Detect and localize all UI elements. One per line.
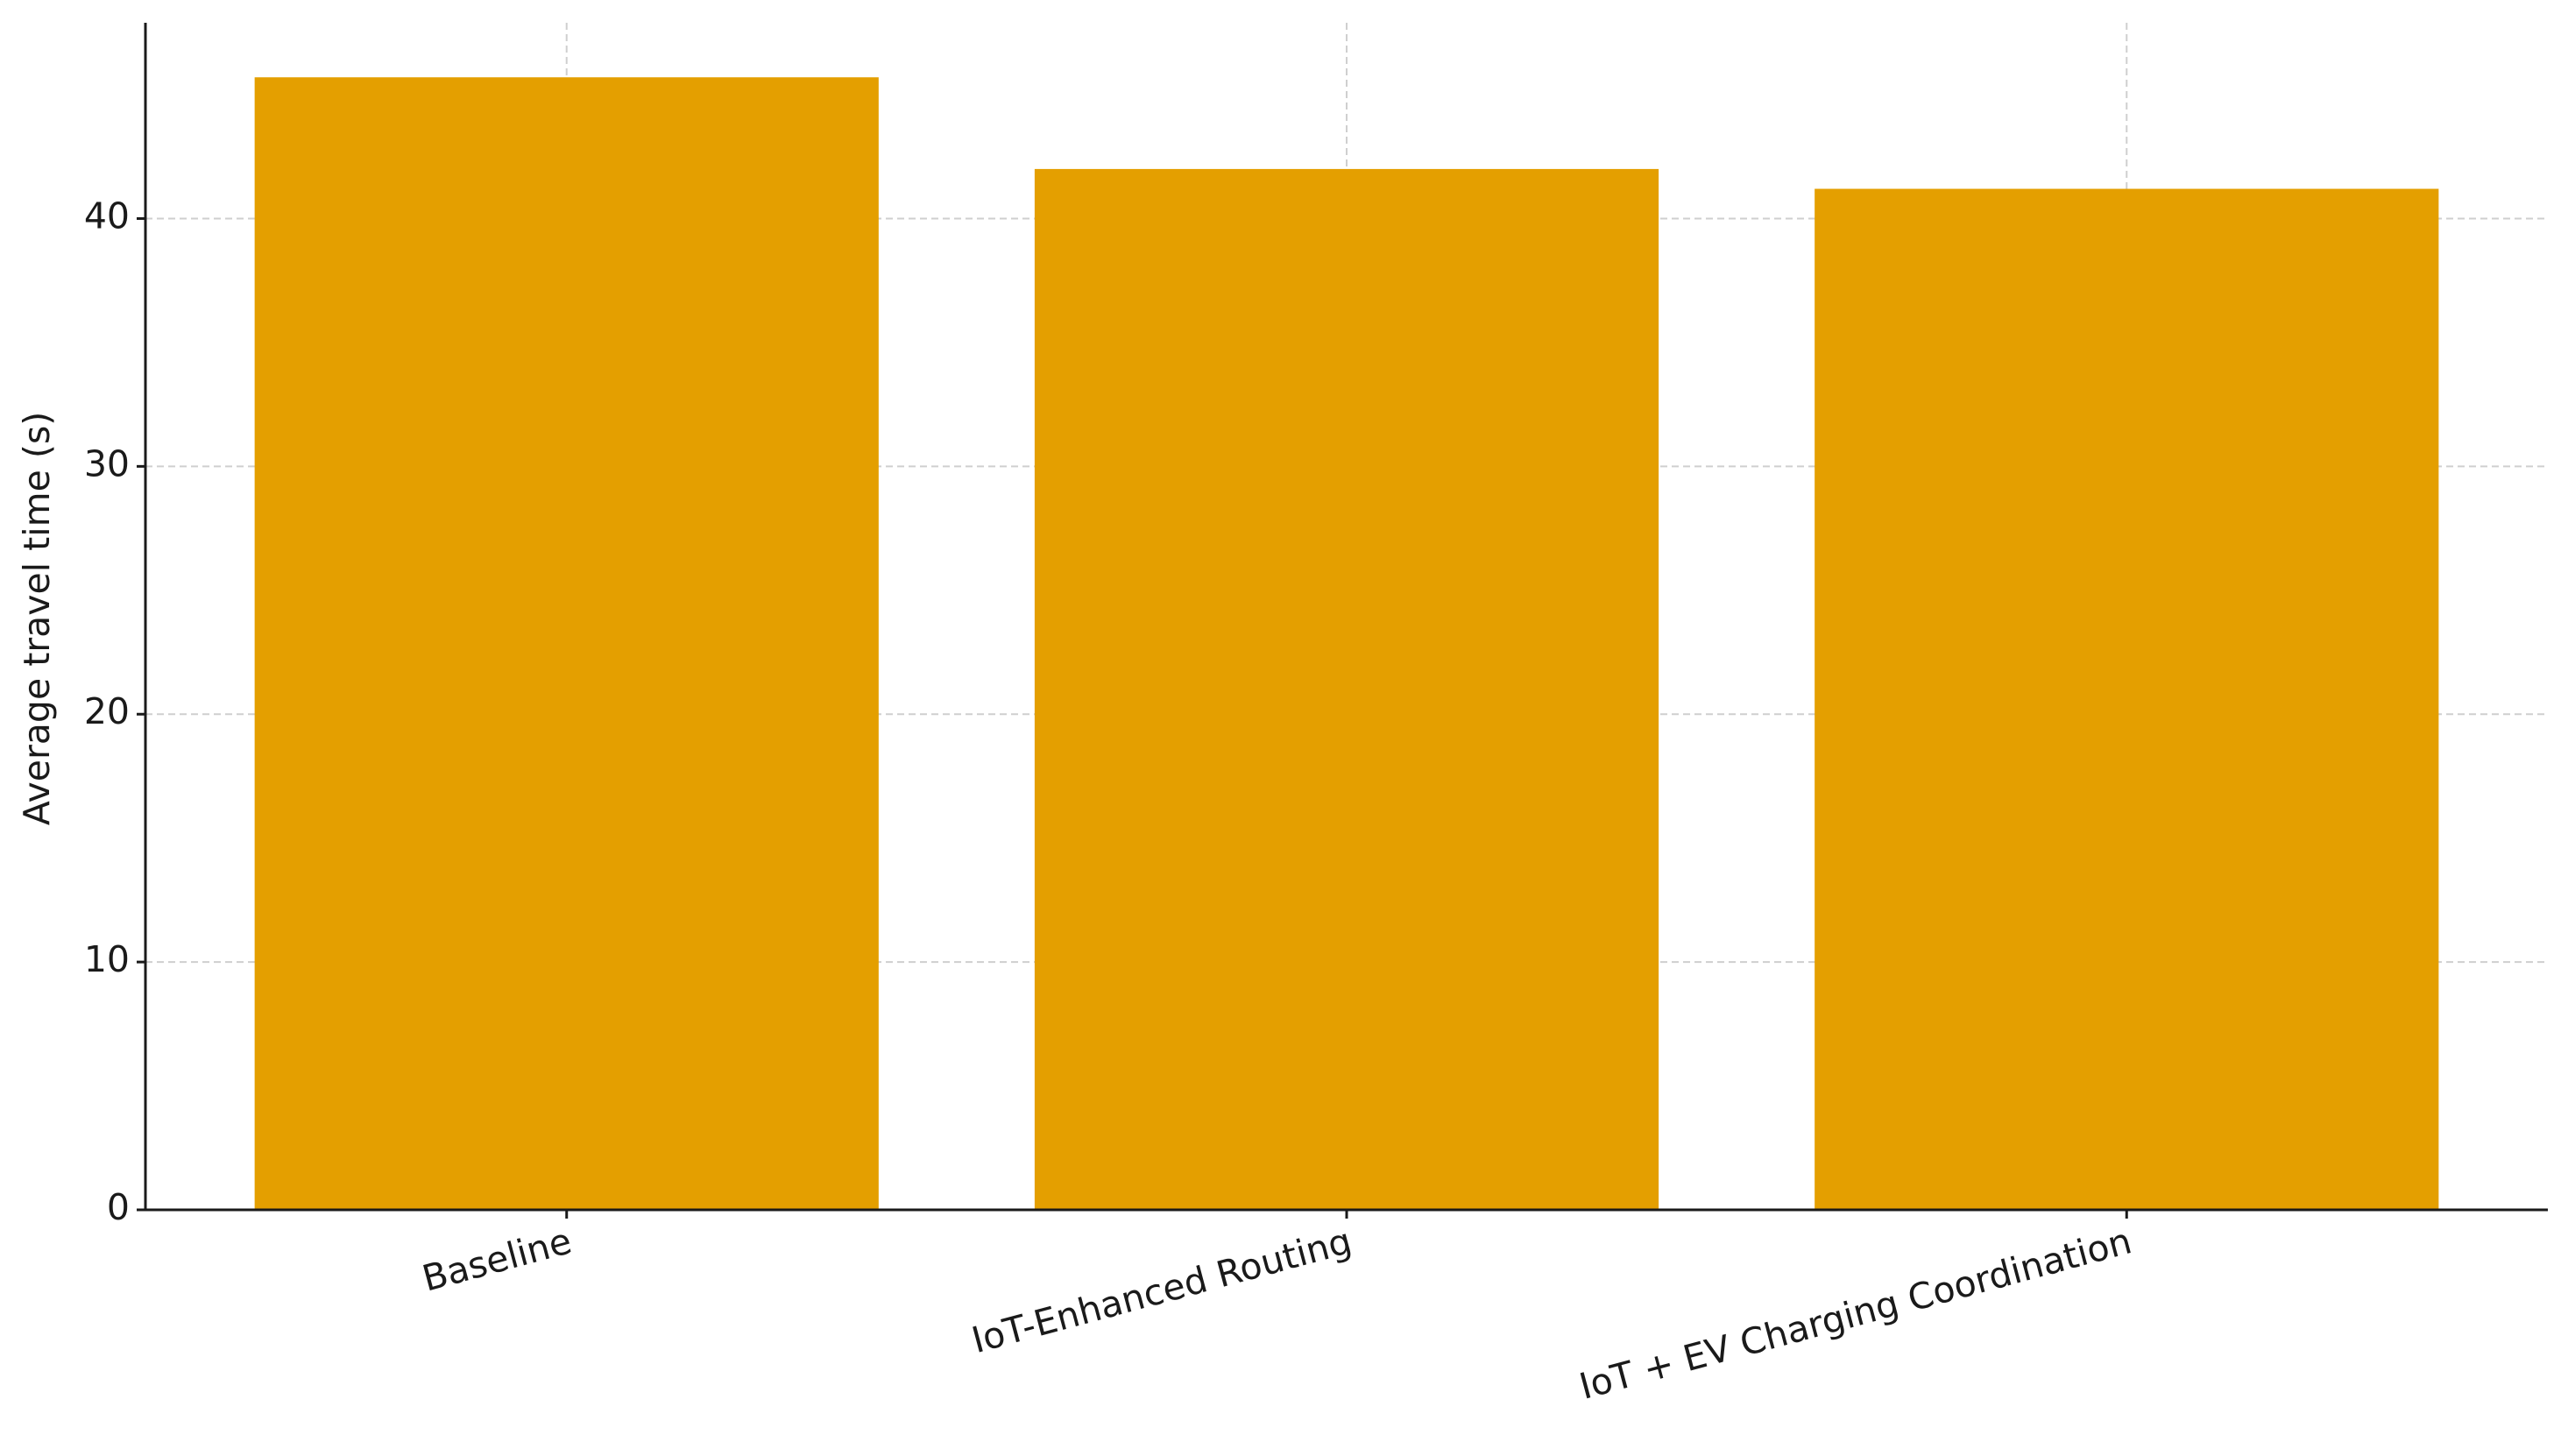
y-tick-label: 0 — [107, 1186, 130, 1228]
y-tick-label: 20 — [84, 690, 130, 732]
x-tick-label: IoT + EV Charging Coordination — [1575, 1219, 2136, 1408]
bars — [254, 77, 2439, 1211]
bar — [1815, 188, 2439, 1210]
y-tick-label: 30 — [84, 442, 130, 484]
y-axis-label: Average travel time (s) — [16, 412, 58, 825]
y-tick-label: 10 — [84, 938, 130, 980]
bar — [254, 77, 879, 1211]
y-tick-label: 40 — [84, 194, 130, 237]
x-tick-label: IoT-Enhanced Routing — [967, 1219, 1355, 1361]
bar — [1034, 168, 1659, 1211]
x-tick-label: Baseline — [418, 1219, 576, 1299]
